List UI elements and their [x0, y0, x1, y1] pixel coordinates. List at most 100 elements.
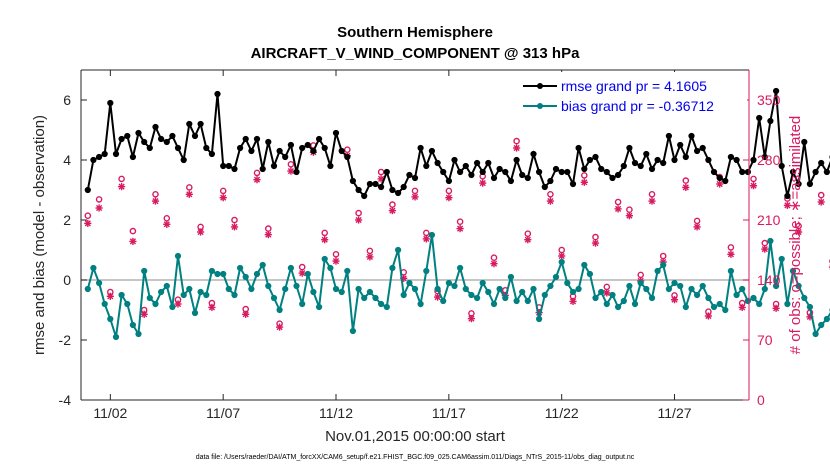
obs-assimilated-marker: [332, 257, 340, 265]
rmse-point: [801, 138, 808, 146]
bias-point: [654, 267, 661, 275]
bias-point: [129, 321, 136, 329]
bias-point: [231, 291, 238, 299]
bias-point: [677, 282, 684, 290]
bias-point: [242, 273, 249, 281]
plot-background: [81, 70, 749, 400]
rmse-point: [270, 162, 278, 170]
rmse-point: [660, 159, 667, 167]
rmse-point: [479, 168, 486, 176]
rmse-point: [304, 141, 311, 149]
rmse-point: [141, 138, 148, 146]
bias-point: [660, 261, 667, 269]
rmse-point: [592, 153, 599, 161]
rmse-point: [744, 168, 752, 176]
rmse-point: [299, 144, 306, 152]
bias-point: [801, 294, 808, 302]
rmse-point: [722, 177, 729, 185]
bias-point: [530, 285, 537, 293]
obs-assimilated-marker: [456, 225, 464, 233]
rmse-point: [677, 141, 684, 149]
rmse-point: [423, 162, 430, 170]
rmse-point: [496, 165, 503, 173]
rmse-point: [378, 183, 385, 191]
y-right-tick-label: 70: [757, 332, 773, 348]
obs-possible-marker: [287, 160, 295, 168]
bias-point: [383, 303, 390, 311]
chart-subtitle: AIRCRAFT_V_WIND_COMPONENT @ 313 hPa: [251, 45, 581, 62]
bias-point: [598, 288, 605, 296]
rmse-point: [727, 153, 735, 161]
rmse-point: [434, 159, 441, 167]
obs-assimilated-marker: [366, 253, 374, 261]
obs-possible-marker: [84, 212, 92, 219]
bias-point: [699, 282, 706, 290]
rmse-point: [620, 162, 627, 170]
obs-possible-marker: [547, 190, 554, 198]
rmse-point: [502, 168, 509, 176]
obs-possible-marker: [727, 244, 735, 251]
bias-point: [722, 306, 729, 314]
legend-box: [521, 72, 747, 116]
bias-point: [84, 285, 91, 293]
legend: rmse grand pr = 4.1605 bias grand pr = -0…: [521, 72, 747, 116]
bias-point: [180, 291, 187, 299]
obs-assimilated-marker: [174, 300, 182, 308]
bias-point: [248, 285, 255, 293]
bias-point: [688, 285, 695, 293]
bias-point: [665, 285, 673, 293]
bias-point: [411, 285, 419, 293]
bias-point: [773, 282, 780, 290]
rmse-point: [626, 144, 633, 152]
rmse-point: [631, 159, 639, 167]
bias-point: [733, 291, 740, 299]
bias-point: [626, 282, 633, 290]
rmse-point: [366, 180, 373, 188]
bias-point: [135, 330, 142, 338]
obs-possible-marker: [817, 191, 825, 199]
bias-point: [592, 294, 599, 302]
rmse-point: [603, 168, 610, 176]
y-tick-label: -4: [59, 392, 72, 408]
rmse-point: [214, 90, 221, 98]
legend-swatch-marker: [537, 83, 543, 89]
bias-point: [485, 288, 492, 296]
obs-possible-marker: [648, 190, 656, 198]
obs-assimilated-marker: [242, 310, 250, 318]
obs-assimilated-marker: [783, 201, 791, 209]
rmse-point: [191, 132, 199, 140]
rmse-point: [248, 147, 255, 155]
obs-assimilated-marker: [298, 269, 306, 277]
obs-possible-marker: [513, 137, 520, 145]
obs-assimilated-marker: [95, 204, 103, 212]
chart-title: Southern Hemisphere: [337, 24, 493, 41]
bias-point: [299, 300, 306, 308]
rmse-point: [84, 186, 91, 194]
rmse-point: [569, 180, 577, 188]
bias-point: [395, 246, 402, 254]
bias-point: [259, 261, 266, 269]
obs-assimilated-marker: [648, 197, 656, 205]
bias-point: [293, 282, 300, 290]
bias-point: [637, 279, 644, 287]
obs-assimilated-marker: [151, 197, 160, 205]
rmse-point: [490, 174, 498, 182]
rmse-point: [349, 177, 356, 185]
y-right-tick-label: 140: [757, 272, 781, 288]
obs-assimilated-marker: [106, 292, 114, 300]
rmse-point: [372, 180, 379, 188]
bias-point: [767, 237, 774, 245]
legend-label: rmse grand pr = 4.1605: [561, 78, 707, 94]
rmse-point: [778, 162, 785, 170]
bias-point: [310, 288, 317, 296]
obs-assimilated-marker: [253, 176, 261, 184]
bias-point: [541, 291, 548, 299]
bias-point: [174, 252, 182, 260]
obs-assimilated-marker: [704, 312, 712, 320]
bias-point: [434, 285, 441, 293]
obs-assimilated-marker: [422, 235, 430, 243]
rmse-point: [428, 147, 435, 155]
rmse-point: [186, 120, 193, 128]
bias-point: [643, 285, 650, 293]
